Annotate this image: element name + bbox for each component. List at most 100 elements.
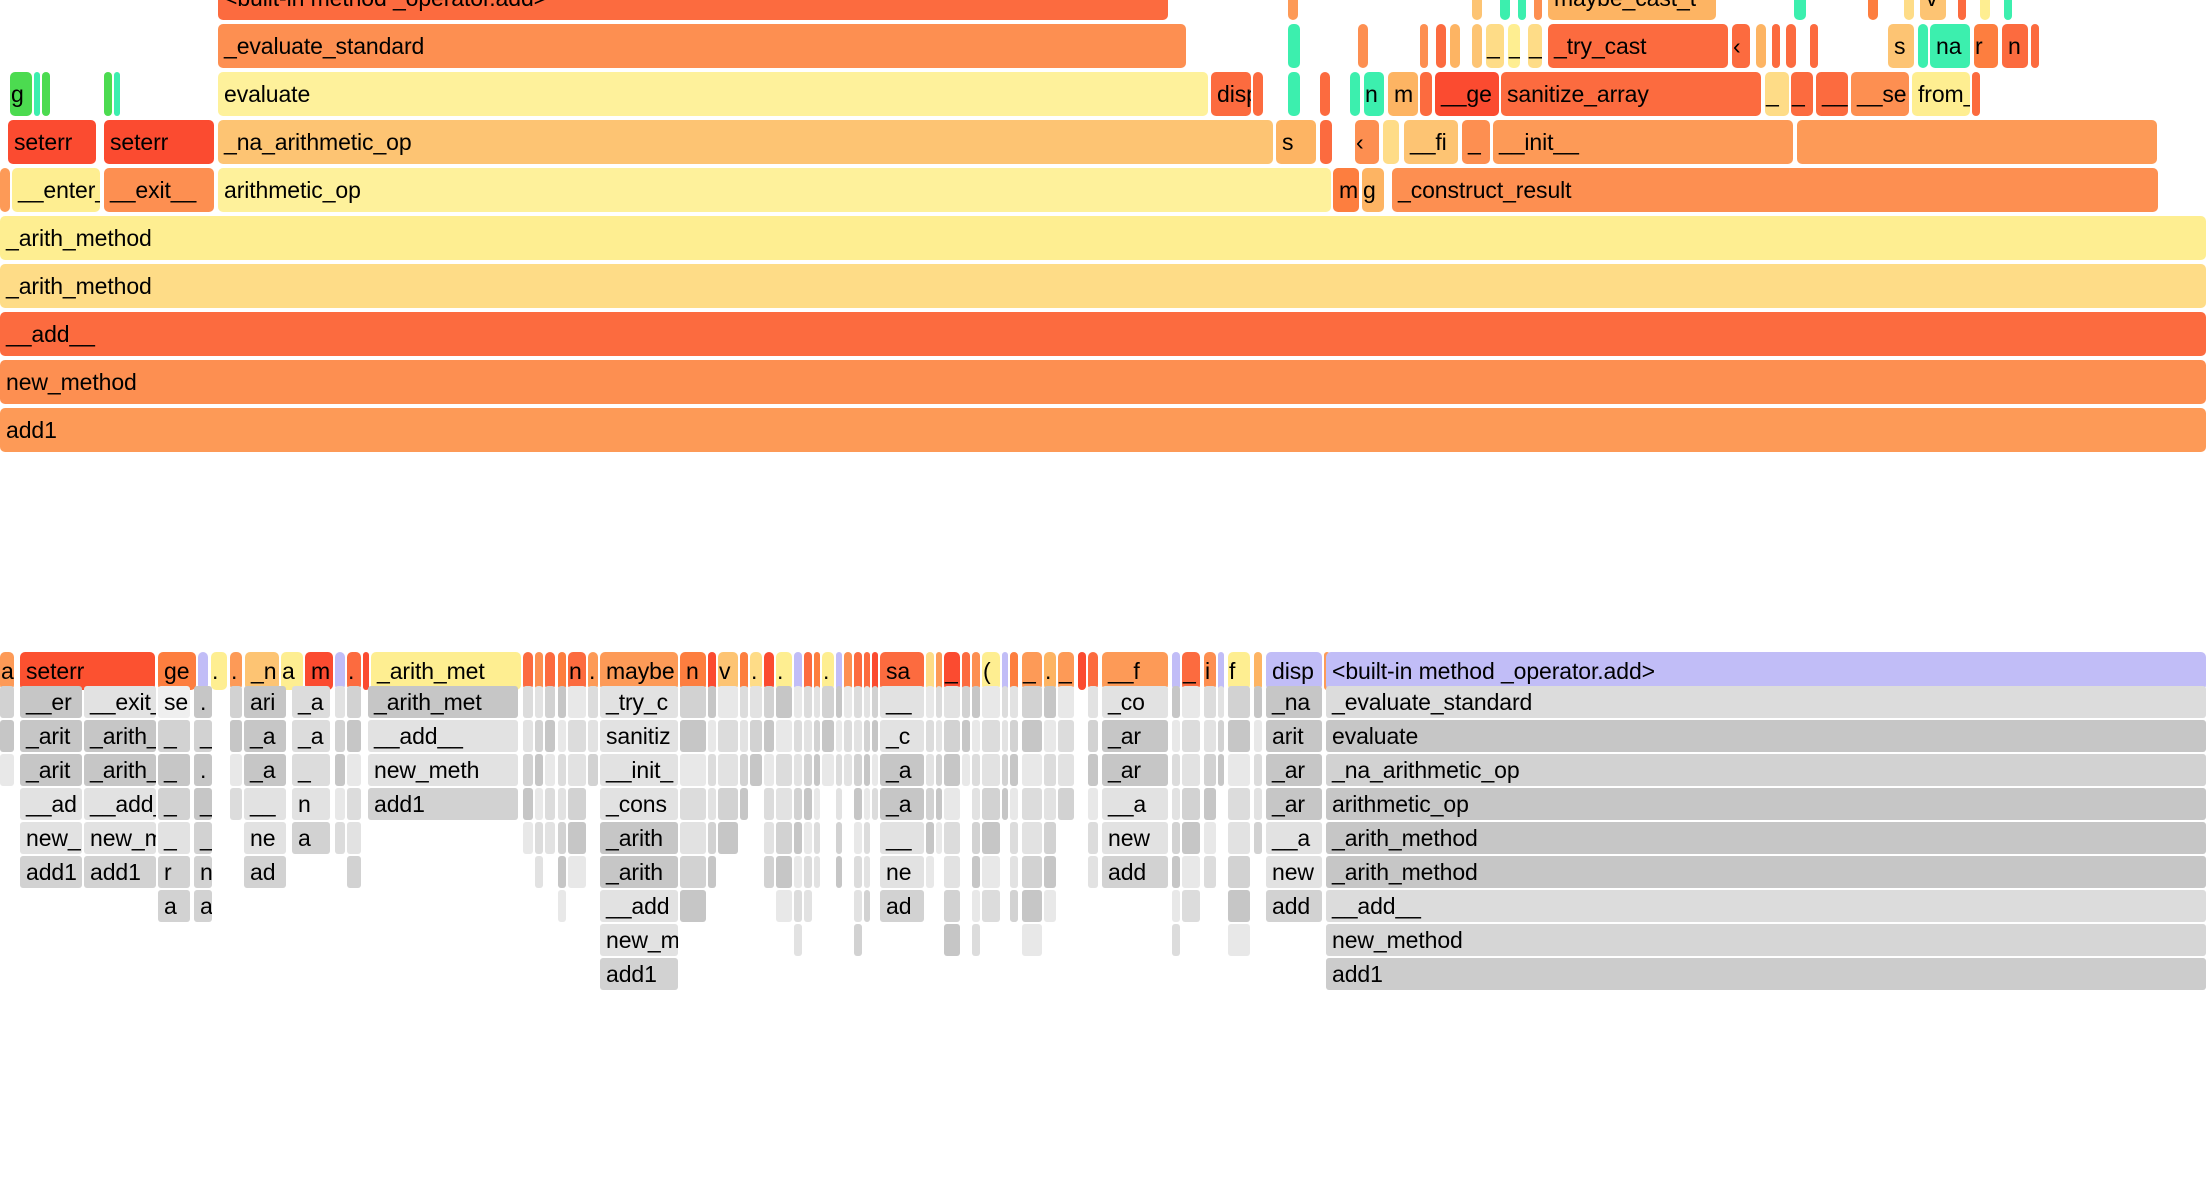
bottom-frame-frame[interactable]	[558, 652, 566, 690]
bottom-stack-na-frame[interactable]: __	[244, 788, 286, 820]
bottom-thin-col-frame[interactable]	[1058, 686, 1074, 718]
bottom-thin-col-frame[interactable]	[1254, 754, 1262, 786]
bottom-frame-frame[interactable]: .	[588, 652, 598, 690]
bottom-thin-col-frame[interactable]	[926, 720, 934, 752]
bottom-thin-col-frame[interactable]	[982, 720, 1000, 752]
bottom-thin-col-frame[interactable]	[1022, 856, 1042, 888]
bottom-thin-col-frame[interactable]	[936, 754, 942, 786]
bottom-stack-evaluate-standard[interactable]: _evaluate_standard	[1326, 686, 2206, 718]
bottom-thin-col-frame[interactable]	[854, 856, 862, 888]
top-frame-frame[interactable]	[1918, 24, 1928, 68]
bottom-thin-col-frame[interactable]	[962, 686, 970, 718]
bottom-thin-col-frame[interactable]	[794, 720, 802, 752]
bottom-thin-col-frame[interactable]	[1254, 822, 1262, 854]
bottom-frame-frame[interactable]: _	[1022, 652, 1042, 690]
bottom-thin-col-frame[interactable]	[740, 720, 748, 752]
bottom-thin-col-frame[interactable]	[764, 856, 774, 888]
bottom-thin-col-frame[interactable]	[836, 822, 842, 854]
top-frame-frame[interactable]	[1288, 0, 1298, 20]
bottom-thin-col-frame[interactable]	[814, 822, 820, 854]
bottom-frame-i[interactable]: i	[1204, 652, 1216, 690]
bottom-thin-col-frame[interactable]	[972, 686, 980, 718]
bottom-stack-am-n[interactable]: n	[292, 788, 330, 820]
bottom-thin-col-frame[interactable]	[750, 686, 762, 718]
bottom-thin-col-frame[interactable]	[718, 686, 738, 718]
bottom-thin-col-frame[interactable]	[794, 788, 802, 820]
top-frame-frame[interactable]	[1980, 0, 1990, 20]
bottom-stack-seterr-1-new[interactable]: new_	[20, 822, 82, 854]
bottom-thin-col-frame[interactable]	[1204, 822, 1216, 854]
top-frame-frame[interactable]	[1797, 120, 2157, 164]
bottom-frame-built-in-method-operator-add[interactable]: <built-in method _operator.add>	[1326, 652, 2206, 690]
bottom-thin-col-frame[interactable]	[926, 856, 934, 888]
bottom-thin-col-frame[interactable]	[764, 720, 774, 752]
bottom-thin-col-frame[interactable]	[1010, 754, 1018, 786]
bottom-thin-col-frame[interactable]	[982, 788, 1000, 820]
bottom-thin-col-frame[interactable]	[1010, 856, 1018, 888]
bottom-thin-col-frame[interactable]	[523, 822, 533, 854]
bottom-stack-new-method[interactable]: new_method	[1326, 924, 2206, 956]
bottom-frame-f[interactable]: __f	[1102, 652, 1168, 690]
bottom-thin-col-frame[interactable]	[1204, 686, 1216, 718]
top-frame-frame[interactable]	[1794, 0, 1806, 20]
bottom-thin-col-frame[interactable]	[794, 754, 802, 786]
top-frame-frame[interactable]	[1756, 24, 1766, 68]
bottom-thin-col-frame[interactable]	[836, 856, 842, 888]
bottom-thin-col-frame[interactable]	[588, 686, 598, 718]
bottom-thin-col-frame[interactable]	[1218, 754, 1224, 786]
bottom-thin-col-frame[interactable]	[776, 890, 792, 922]
bottom-thin-col-frame[interactable]	[347, 754, 361, 786]
bottom-thin-col-frame[interactable]	[568, 822, 586, 854]
bottom-thin-col-frame[interactable]	[962, 754, 970, 786]
bottom-stack-disp-ar[interactable]: _ar	[1266, 788, 1322, 820]
bottom-frame-sa[interactable]: sa	[880, 652, 924, 690]
bottom-frame-frame[interactable]	[936, 652, 942, 690]
bottom-thin-col-frame[interactable]	[1010, 720, 1018, 752]
top-frame-add1[interactable]: add1	[0, 408, 2206, 452]
bottom-thin-col-frame[interactable]	[1228, 686, 1250, 718]
bottom-stack-seterr-1-add1[interactable]: add1	[20, 856, 82, 888]
top-frame-frame[interactable]	[1904, 0, 1914, 20]
top-frame-enter[interactable]: __enter__	[12, 168, 100, 212]
bottom-thin-col-frame[interactable]	[1022, 924, 1042, 956]
bottom-thin-col-frame[interactable]	[804, 890, 812, 922]
bottom-thin-col-frame[interactable]	[944, 754, 960, 786]
bottom-thin-col-frame[interactable]	[1228, 890, 1250, 922]
bottom-thin-col-frame[interactable]	[944, 890, 960, 922]
bottom-thin-col-frame[interactable]	[1088, 720, 1098, 752]
top-frame-frame[interactable]	[1383, 120, 1399, 164]
top-frame-frame[interactable]	[1958, 0, 1966, 20]
top-frame-maybe-cast-t[interactable]: maybe_cast_t	[1548, 0, 1716, 20]
top-frame-new-method[interactable]: new_method	[0, 360, 2206, 404]
bottom-stack-maybe-init[interactable]: __init_	[600, 754, 678, 786]
bottom-stack-na-ne[interactable]: ne	[244, 822, 286, 854]
bottom-frame-frame[interactable]	[1088, 652, 1098, 690]
bottom-thin-col-frame[interactable]	[1010, 890, 1018, 922]
bottom-thin-col-frame[interactable]	[776, 856, 792, 888]
bottom-thin-col-frame[interactable]	[944, 822, 960, 854]
bottom-thin-col-frame[interactable]	[1172, 686, 1180, 718]
bottom-thin-col-frame[interactable]	[1218, 686, 1224, 718]
bottom-thin-col-frame[interactable]	[844, 754, 852, 786]
bottom-thin-col-frame[interactable]	[740, 788, 748, 820]
bottom-thin-col-frame[interactable]	[1088, 754, 1098, 786]
top-frame-s[interactable]: __s	[1816, 72, 1848, 116]
bottom-thin-col-frame[interactable]	[1172, 822, 1180, 854]
bottom-thin-col-frame[interactable]	[822, 686, 834, 718]
bottom-thin-col-frame[interactable]	[764, 788, 774, 820]
bottom-thin-col-frame[interactable]	[535, 788, 543, 820]
bottom-stack-maybe-add1[interactable]: add1	[600, 958, 678, 990]
bottom-thin-col-frame[interactable]	[1002, 720, 1008, 752]
top-frame-seterr[interactable]: seterr	[8, 120, 96, 164]
bottom-thin-col-frame[interactable]	[588, 720, 598, 752]
bottom-stack-disp-arit[interactable]: arit	[1266, 720, 1322, 752]
bottom-thin-col-frame[interactable]	[944, 856, 960, 888]
bottom-thin-col-frame[interactable]	[864, 788, 870, 820]
top-frame-g[interactable]: g	[10, 72, 32, 116]
bottom-thin-col-frame[interactable]	[1088, 788, 1098, 820]
bottom-stack-dot-a-frame[interactable]: _	[194, 720, 212, 752]
bottom-thin-col-frame[interactable]	[982, 754, 1000, 786]
top-frame-frame[interactable]	[1450, 24, 1460, 68]
bottom-thin-col-frame[interactable]	[335, 822, 345, 854]
top-frame-m[interactable]: m	[1333, 168, 1359, 212]
